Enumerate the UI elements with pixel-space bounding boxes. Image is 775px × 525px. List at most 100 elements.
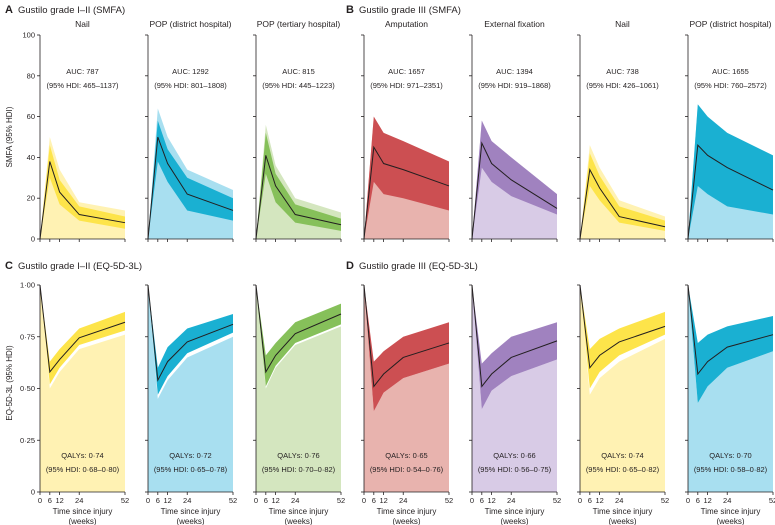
x-tick-label: 12 [595, 496, 603, 505]
x-axis-label: Time since injury [53, 507, 113, 516]
panel-c-title: Gustilo grade I–II (EQ-5D-3L) [18, 261, 142, 272]
x-tick-label: 24 [507, 496, 515, 505]
median-line [687, 144, 774, 240]
y-tick-label: 1·00 [20, 281, 35, 290]
stat-line-2: (95% HDI: 0·54–0·76) [370, 465, 444, 474]
median-line [363, 145, 450, 240]
x-tick-label: 24 [615, 496, 623, 505]
outer-hdi-band [688, 285, 773, 492]
x-tick-label: 52 [229, 496, 237, 505]
x-tick-label: 0 [362, 496, 366, 505]
panel-b-title: Gustilo grade III (SMFA) [359, 5, 461, 16]
stat-line-2: (95% HDI: 465–1137) [47, 81, 119, 90]
subplot-9: QALYs: 0·72 (95% HDI: 0·65–0·78) 0 6 12 24 52 T… [145, 284, 237, 525]
subplot-3: POP (tertiary hospital) AUC: 815 (95% HDI:… [253, 19, 342, 242]
outer-hdi-band [364, 285, 449, 492]
x-axis-label-units: (weeks) [716, 517, 744, 525]
x-tick-label: 0 [254, 496, 258, 505]
x-axis-label: Time since injury [161, 507, 221, 516]
stat-line-1: AUC: 787 [66, 67, 99, 76]
subplot-title: Nail [75, 19, 90, 29]
stat-line-1: AUC: 1655 [712, 67, 749, 76]
inner-hdi-band [364, 116, 449, 239]
inner-hdi-band [472, 285, 557, 410]
stat-line-1: AUC: 1394 [496, 67, 533, 76]
panel-d-letter: D [346, 260, 354, 272]
stat-line-2: (95% HDI: 0·70–0·82) [262, 465, 336, 474]
panel-a-letter: A [5, 4, 13, 16]
stat-line-2: (95% HDI: 0·65–0·82) [586, 465, 660, 474]
inner-hdi-band [40, 145, 125, 239]
outer-hdi-band [256, 285, 341, 492]
subplot-title: POP (tertiary hospital) [257, 19, 341, 29]
outer-hdi-band [40, 285, 125, 492]
outer-hdi-band [148, 285, 233, 492]
stat-line-1: AUC: 1657 [388, 67, 425, 76]
stat-line-2: (95% HDI: 760–2572) [694, 81, 767, 90]
median-line [471, 141, 558, 240]
stat-line-2: (95% HDI: 919–1868) [478, 81, 551, 90]
stat-line-2: (95% HDI: 445–1223) [262, 81, 335, 90]
subplot-title: POP (district hospital) [149, 19, 231, 29]
subplot-7: POP (district hospital) AUC: 1655 (95% HDI… [685, 19, 774, 242]
stat-line-1: QALYs: 0·72 [169, 451, 211, 460]
stat-line-1: QALYs: 0·70 [709, 451, 751, 460]
y-tick-label: 0 [31, 488, 35, 497]
outer-hdi-band [256, 124, 341, 239]
x-axis-label-units: (weeks) [500, 517, 528, 525]
y-tick-label: 0·75 [20, 332, 35, 341]
x-tick-label: 24 [75, 496, 83, 505]
x-axis-label: Time since injury [485, 507, 545, 516]
x-tick-label: 6 [264, 496, 268, 505]
x-tick-label: 6 [48, 496, 52, 505]
stat-line-2: (95% HDI: 0·65–0·78) [154, 465, 228, 474]
stat-line-2: (95% HDI: 801–1808) [154, 81, 227, 90]
x-tick-label: 12 [271, 496, 279, 505]
y-tick-label: 20 [27, 194, 35, 203]
panel-c-letter: C [5, 260, 13, 272]
inner-hdi-band [688, 104, 773, 239]
inner-hdi-band [256, 132, 341, 239]
inner-hdi-band [472, 120, 557, 239]
subplot-title: POP (district hospital) [689, 19, 771, 29]
y-tick-label: 40 [27, 153, 35, 162]
y-tick-label: 0 [31, 235, 35, 244]
inner-hdi-band [364, 285, 449, 412]
x-tick-label: 6 [696, 496, 700, 505]
median-line [147, 284, 234, 382]
x-tick-label: 6 [588, 496, 592, 505]
inner-hdi-band [256, 285, 341, 387]
stat-line-1: QALYs: 0·65 [385, 451, 427, 460]
x-axis-label-units: (weeks) [284, 517, 312, 525]
x-tick-label: 0 [686, 496, 690, 505]
inner-hdi-band [580, 153, 665, 239]
subplot-5: External fixation AUC: 1394 (95% HDI: 919–… [469, 19, 558, 242]
y-tick-label: 0·25 [20, 436, 35, 445]
median-line [579, 168, 666, 240]
x-tick-label: 12 [703, 496, 711, 505]
y-tick-label: 0·50 [20, 384, 35, 393]
inner-hdi-band [148, 285, 233, 395]
inner-hdi-band [688, 285, 773, 403]
subplot-11: QALYs: 0·65 (95% HDI: 0·54–0·76) 0 6 12 24 52 T… [361, 284, 453, 525]
x-axis-label: Time since injury [377, 507, 437, 516]
x-axis-label: Time since injury [593, 507, 653, 516]
median-line [39, 161, 126, 240]
median-line [255, 155, 342, 240]
stat-line-1: QALYs: 0·76 [277, 451, 319, 460]
panel-a-title: Gustilo grade I–II (SMFA) [18, 5, 125, 16]
x-tick-label: 24 [183, 496, 191, 505]
x-tick-label: 6 [372, 496, 376, 505]
x-axis-label-units: (weeks) [176, 517, 204, 525]
subplot-12: QALYs: 0·66 (95% HDI: 0·56–0·75) 0 6 12 24 52 T… [469, 284, 561, 525]
stat-line-2: (95% HDI: 0·58–0·82) [694, 465, 768, 474]
x-tick-label: 6 [480, 496, 484, 505]
panel-d-title: Gustilo grade III (EQ-5D-3L) [359, 261, 478, 272]
subplot-8: 0 0·25 0·50 0·75 1·00 QALYs: 0·74 (95% HDI: 0·… [20, 281, 129, 525]
median-line [255, 284, 342, 374]
stat-line-1: AUC: 1292 [172, 67, 209, 76]
subplot-2: POP (district hospital) AUC: 1292 (95% HDI… [145, 19, 234, 242]
